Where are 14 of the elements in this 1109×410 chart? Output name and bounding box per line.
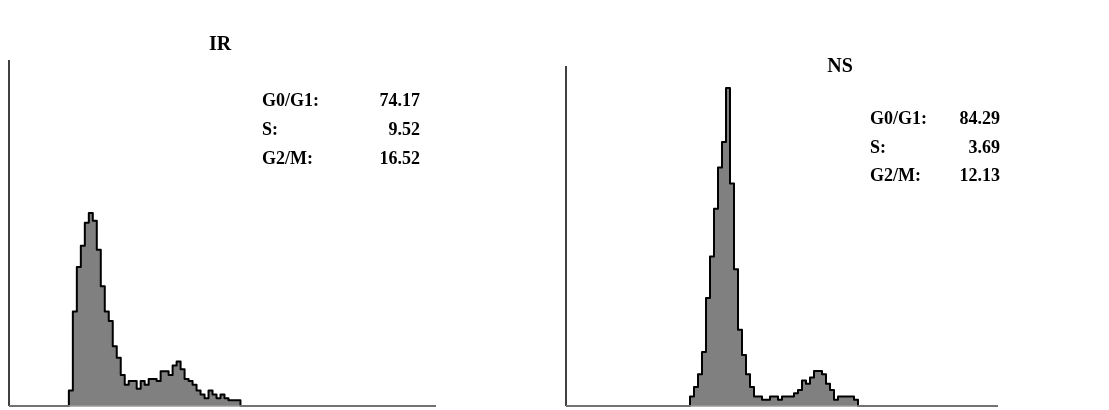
annotation: 12.13 bbox=[959, 165, 1000, 185]
annotation: 3.69 bbox=[968, 136, 1000, 157]
text: 9.52 bbox=[388, 119, 420, 139]
text: S: bbox=[262, 119, 279, 139]
annotation: G0/G1: bbox=[870, 108, 927, 128]
annotation: 84.29 bbox=[959, 108, 1000, 128]
text: G2/M: bbox=[262, 148, 313, 168]
annotation: S: bbox=[870, 136, 887, 157]
chart-title: NS bbox=[827, 54, 853, 76]
text: 16.52 bbox=[379, 148, 420, 168]
text: G0/G1: bbox=[262, 90, 319, 110]
chart-title: IR bbox=[208, 32, 232, 54]
text: 74.17 bbox=[379, 90, 420, 110]
annotation: G2/M: bbox=[870, 165, 921, 185]
